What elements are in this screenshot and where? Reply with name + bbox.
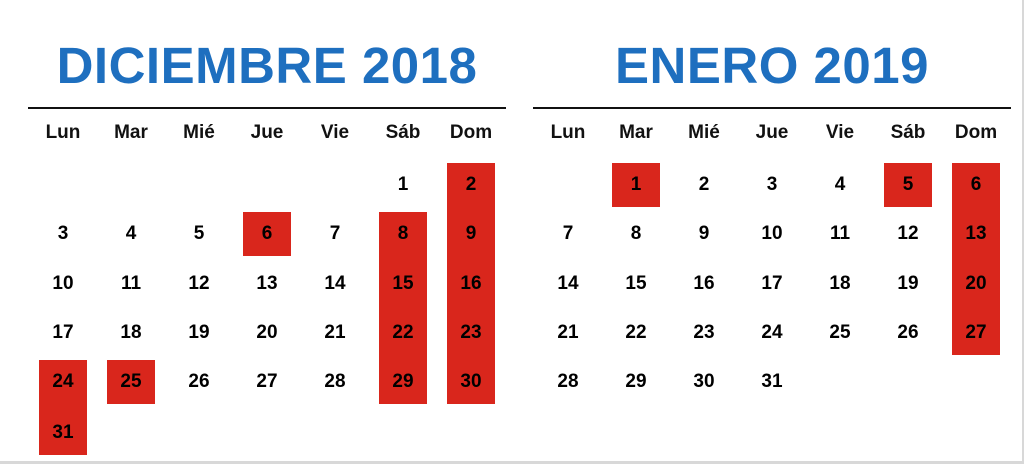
day-cell-holiday: 1 [630, 174, 642, 195]
weekday-header: Jue [755, 122, 789, 143]
day-cell-holiday: 25 [120, 371, 142, 392]
holiday-highlight [107, 360, 155, 404]
day-cell-holiday: 2 [465, 174, 477, 195]
day-cell-holiday: 27 [965, 322, 987, 343]
day-cell: 7 [329, 223, 341, 244]
day-cell: 24 [761, 322, 783, 343]
day-cell-holiday: 13 [965, 223, 987, 244]
day-cell: 3 [766, 174, 778, 195]
day-cell: 30 [693, 371, 715, 392]
day-cell: 15 [625, 273, 647, 294]
day-cell-holiday: 24 [52, 371, 74, 392]
weekday-header: Mar [114, 122, 148, 143]
day-cell: 17 [761, 273, 783, 294]
day-cell: 11 [829, 223, 851, 244]
weekday-header: Lun [550, 122, 586, 143]
holiday-highlight [884, 163, 932, 207]
weekday-header: Mié [688, 122, 720, 143]
weekday-header: Sáb [385, 122, 421, 143]
day-cell-holiday: 20 [965, 273, 987, 294]
day-cell: 10 [52, 273, 74, 294]
weekday-header: Lun [45, 122, 81, 143]
day-cell: 22 [625, 322, 647, 343]
day-cell: 18 [120, 322, 142, 343]
weekday-header: Vie [320, 122, 350, 143]
weekday-header: Vie [825, 122, 855, 143]
day-cell: 29 [625, 371, 647, 392]
holiday-highlight [243, 212, 291, 256]
day-cell: 18 [829, 273, 851, 294]
day-cell: 19 [188, 322, 210, 343]
day-cell: 2 [698, 174, 710, 195]
day-cell: 14 [324, 273, 346, 294]
day-cell: 5 [193, 223, 205, 244]
day-cell: 23 [693, 322, 715, 343]
holiday-highlight [379, 212, 427, 404]
frame-edge-bottom [0, 461, 1024, 464]
day-cell: 20 [256, 322, 278, 343]
day-cell-holiday: 15 [392, 273, 414, 294]
weekday-header: Sáb [890, 122, 926, 143]
weekday-header: Mié [183, 122, 215, 143]
day-cell: 25 [829, 322, 851, 343]
day-cell: 14 [557, 273, 579, 294]
day-cell: 17 [52, 322, 74, 343]
day-cell-holiday: 6 [970, 174, 982, 195]
day-cell-holiday: 5 [902, 174, 914, 195]
day-cell-holiday: 23 [460, 322, 482, 343]
day-cell: 1 [397, 174, 409, 195]
day-cell-holiday: 16 [460, 273, 482, 294]
weekday-header: Dom [954, 122, 998, 143]
day-cell: 16 [693, 273, 715, 294]
day-cell: 21 [324, 322, 346, 343]
day-cell: 27 [256, 371, 278, 392]
day-cell: 26 [897, 322, 919, 343]
day-cell: 4 [834, 174, 846, 195]
month-title: ENERO 2019 [615, 37, 929, 94]
day-cell: 8 [630, 223, 642, 244]
day-cell: 26 [188, 371, 210, 392]
holiday-highlight [612, 163, 660, 207]
day-cell-holiday: 31 [52, 422, 74, 443]
day-cell: 7 [562, 223, 574, 244]
day-cell: 28 [324, 371, 346, 392]
holiday-highlight [952, 163, 1000, 355]
day-cell: 12 [897, 223, 919, 244]
day-cell: 21 [557, 322, 579, 343]
day-cell-holiday: 22 [392, 322, 414, 343]
day-cell: 3 [57, 223, 69, 244]
day-cell-holiday: 8 [397, 223, 409, 244]
day-cell-holiday: 30 [460, 371, 482, 392]
day-cell: 10 [761, 223, 783, 244]
frame-edge-right [1022, 0, 1024, 464]
day-cell-holiday: 29 [392, 371, 414, 392]
day-cell: 4 [125, 223, 137, 244]
day-cell: 9 [698, 223, 710, 244]
day-cell: 28 [557, 371, 579, 392]
holiday-highlight [447, 163, 495, 404]
weekday-header: Dom [449, 122, 493, 143]
weekday-header: Jue [250, 122, 284, 143]
weekday-header: Mar [619, 122, 653, 143]
calendar-january-2019: ENERO 2019 Lun Mar Mié Jue Vie Sáb Dom 1 2 3 4 5 6 7 8… [533, 0, 1011, 464]
day-cell: 13 [256, 273, 278, 294]
header-divider [533, 107, 1011, 109]
day-cell: 11 [120, 273, 142, 294]
month-title: DICIEMBRE 2018 [56, 37, 478, 94]
day-cell-holiday: 9 [465, 223, 477, 244]
header-divider [28, 107, 506, 109]
day-cell-holiday: 6 [261, 223, 273, 244]
day-cell: 12 [188, 273, 210, 294]
day-cell: 31 [761, 371, 783, 392]
holiday-highlight [39, 360, 87, 455]
day-cell: 19 [897, 273, 919, 294]
calendar-december-2018: DICIEMBRE 2018 Lun Mar Mié Jue Vie Sáb Dom 1 2 3 4… [28, 0, 506, 464]
